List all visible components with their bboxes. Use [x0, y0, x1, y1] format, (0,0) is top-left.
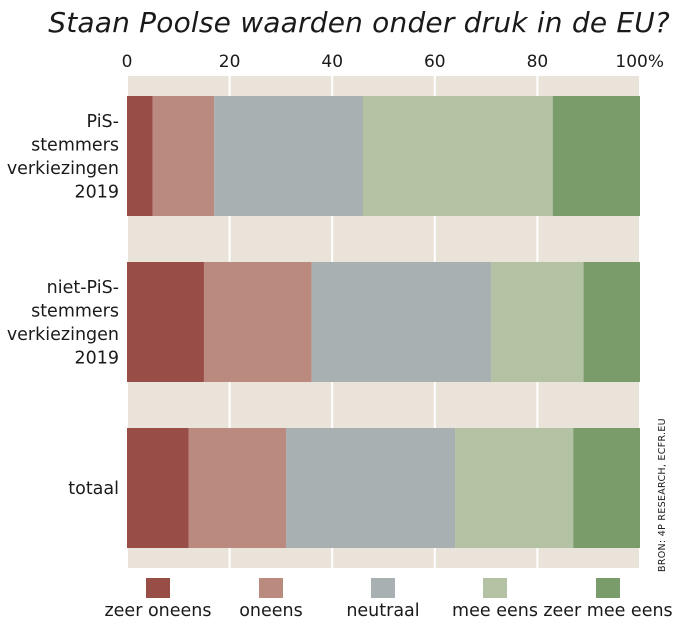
- bar-segment-zeer-mee-eens: [573, 428, 640, 548]
- legend-label: mee eens: [452, 601, 538, 621]
- bar-segment-zeer-oneens: [127, 428, 189, 548]
- bar-segment-zeer-oneens: [127, 262, 204, 382]
- x-tick-label: 100%: [615, 52, 664, 72]
- x-tick-label: 20: [219, 52, 241, 72]
- legend-label: zeer oneens: [104, 601, 211, 621]
- bar-segment-mee-eens: [491, 262, 584, 382]
- chart-title: Staan Poolse waarden onder druk in de EU…: [48, 6, 670, 39]
- bar-segment-mee-eens: [362, 96, 553, 216]
- bar-segment-zeer-oneens: [127, 96, 153, 216]
- legend-swatch: [146, 578, 170, 598]
- source-credit: BRON: 4P RESEARCH, ECFR.EU: [657, 418, 668, 572]
- bar-segment-zeer-mee-eens: [552, 96, 640, 216]
- x-tick-label: 40: [321, 52, 343, 72]
- x-tick-label: 80: [527, 52, 549, 72]
- category-label: totaal: [68, 479, 119, 499]
- legend-swatch: [371, 578, 395, 598]
- category-label: niet-PiS-stemmers verkiezingen 2019: [7, 278, 119, 369]
- bar-segment-oneens: [203, 262, 312, 382]
- legend-swatch: [483, 578, 507, 598]
- legend-label: oneens: [239, 601, 303, 621]
- bar-segment-neutraal: [286, 428, 456, 548]
- bar-segment-neutraal: [214, 96, 363, 216]
- x-tick-label: 0: [122, 52, 133, 72]
- legend-label: neutraal: [346, 601, 419, 621]
- legend-swatch: [596, 578, 620, 598]
- bar-segment-oneens: [152, 96, 215, 216]
- bar-segment-neutraal: [311, 262, 492, 382]
- x-tick-label: 60: [424, 52, 446, 72]
- bar-segment-oneens: [188, 428, 287, 548]
- category-label: PiS-stemmers verkiezingen 2019: [7, 112, 119, 203]
- bar-segment-zeer-mee-eens: [583, 262, 640, 382]
- legend-label: zeer mee eens: [543, 601, 672, 621]
- bar-segment-mee-eens: [455, 428, 574, 548]
- legend-swatch: [259, 578, 283, 598]
